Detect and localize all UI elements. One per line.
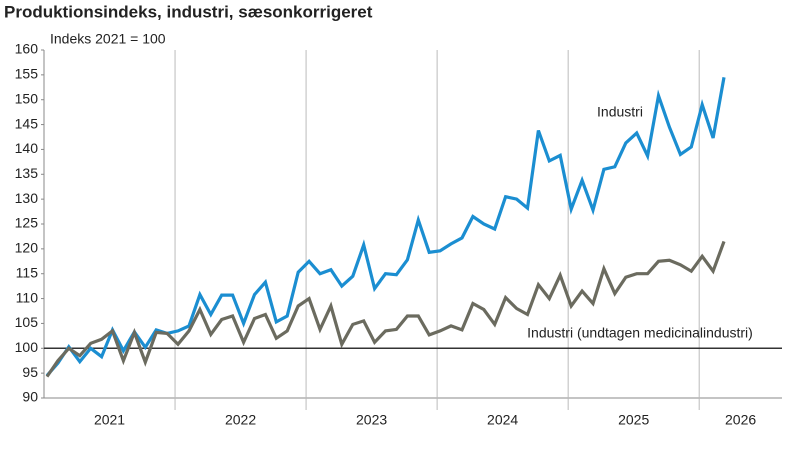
chart-title: Produktionsindeks, industri, sæsonkorrig…	[4, 2, 373, 21]
x-group-label: 2025	[618, 412, 649, 428]
x-group-label: 2021	[94, 412, 125, 428]
y-tick-label: 105	[15, 314, 39, 330]
y-tick-label: 160	[15, 41, 39, 57]
x-group-label: 2022	[225, 412, 256, 428]
y-tick-label: 90	[22, 389, 38, 405]
series-label: Industri	[597, 104, 643, 120]
y-tick-label: 140	[15, 140, 39, 156]
x-group-label: 2026	[725, 412, 756, 428]
y-tick-label: 120	[15, 240, 39, 256]
y-tick-label: 145	[15, 115, 39, 131]
series-label: Industri (undtagen medicinalindustri)	[527, 325, 753, 341]
series-line	[45, 77, 726, 377]
y-tick-label: 130	[15, 190, 39, 206]
y-tick-label: 115	[16, 264, 39, 280]
x-group-label: 2023	[356, 412, 387, 428]
x-group-label: 2024	[487, 412, 518, 428]
y-tick-label: 95	[22, 364, 38, 380]
subtitle: Indeks 2021 = 100	[50, 31, 166, 47]
y-tick-label: 155	[15, 66, 39, 82]
series-line	[45, 240, 726, 378]
y-tick-label: 100	[15, 339, 39, 355]
y-tick-label: 135	[15, 165, 39, 181]
y-tick-label: 150	[15, 90, 39, 106]
y-tick-label: 125	[15, 215, 39, 231]
y-tick-label: 110	[16, 289, 39, 305]
